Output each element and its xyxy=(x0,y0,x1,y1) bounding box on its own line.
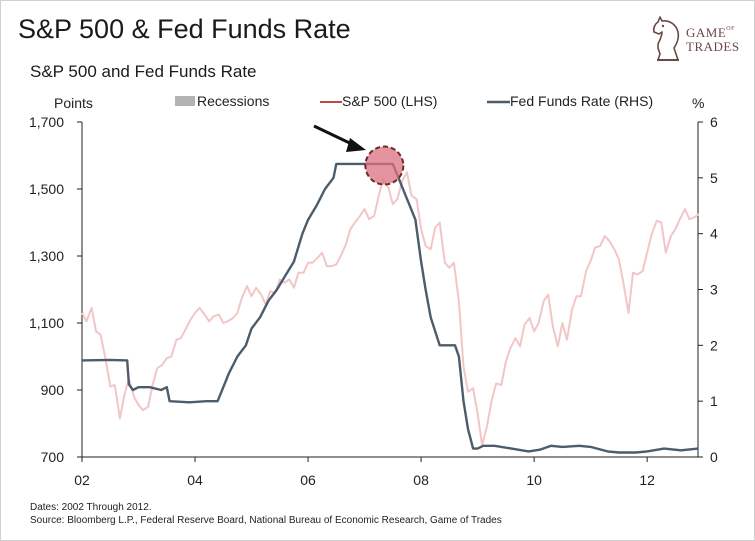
highlight-circle xyxy=(364,145,405,186)
legend: Recessions S&P 500 (LHS) Fed Funds Rate (R… xyxy=(175,93,653,109)
fed-funds-line xyxy=(81,162,699,454)
legend-recessions-label: Recessions xyxy=(197,93,269,109)
annotations xyxy=(313,124,405,186)
logo-word-of: OF xyxy=(726,26,735,32)
y-right-tick-label: 3 xyxy=(710,282,718,298)
y-right-tick-label: 2 xyxy=(710,337,718,353)
legend-sp500-label: S&P 500 (LHS) xyxy=(342,93,437,109)
y-right-axis-title: % xyxy=(692,95,704,111)
x-tick-label: 04 xyxy=(187,472,203,488)
footer: Dates: 2002 Through 2012. Source: Bloomb… xyxy=(30,501,502,527)
y-left-axis-title: Points xyxy=(54,95,93,111)
y-right-tick-label: 6 xyxy=(710,114,718,130)
y-left-tick-label: 1,500 xyxy=(29,181,64,197)
x-tick-label: 10 xyxy=(526,472,542,488)
y-right-tick-label: 4 xyxy=(710,226,718,242)
x-tick-label: 02 xyxy=(74,472,90,488)
sp500-line xyxy=(81,171,700,447)
logo-word-game: GAME xyxy=(686,25,727,40)
y-right-tick-label: 1 xyxy=(710,393,718,409)
y-left-tick-label: 1,700 xyxy=(29,114,64,130)
x-tick-label: 06 xyxy=(300,472,316,488)
x-tick-label: 08 xyxy=(413,472,429,488)
y-right-tick-label: 5 xyxy=(710,170,718,186)
y-left-tick-label: 900 xyxy=(41,382,65,398)
y-left-tick-label: 1,300 xyxy=(29,248,64,264)
footer-source: Source: Bloomberg L.P., Federal Reserve … xyxy=(30,515,502,526)
y-right-tick-label: 0 xyxy=(710,449,718,465)
y-left-tick-label: 700 xyxy=(41,449,65,465)
legend-fed-label: Fed Funds Rate (RHS) xyxy=(510,93,653,109)
game-of-trades-logo: GAMEOF TRADES xyxy=(650,14,742,66)
page-title: S&P 500 & Fed Funds Rate xyxy=(18,14,351,44)
logo-word-trades: TRADES xyxy=(686,39,740,54)
footer-dates: Dates: 2002 Through 2012. xyxy=(30,502,152,513)
series-lines xyxy=(81,162,700,454)
knight-chess-icon xyxy=(652,16,680,61)
legend-recessions-swatch xyxy=(175,96,195,106)
chart-subtitle: S&P 500 and Fed Funds Rate xyxy=(30,62,257,81)
y-left-tick-label: 1,100 xyxy=(29,315,64,331)
highlight-arrow-head xyxy=(346,138,366,152)
x-tick-label: 12 xyxy=(639,472,655,488)
